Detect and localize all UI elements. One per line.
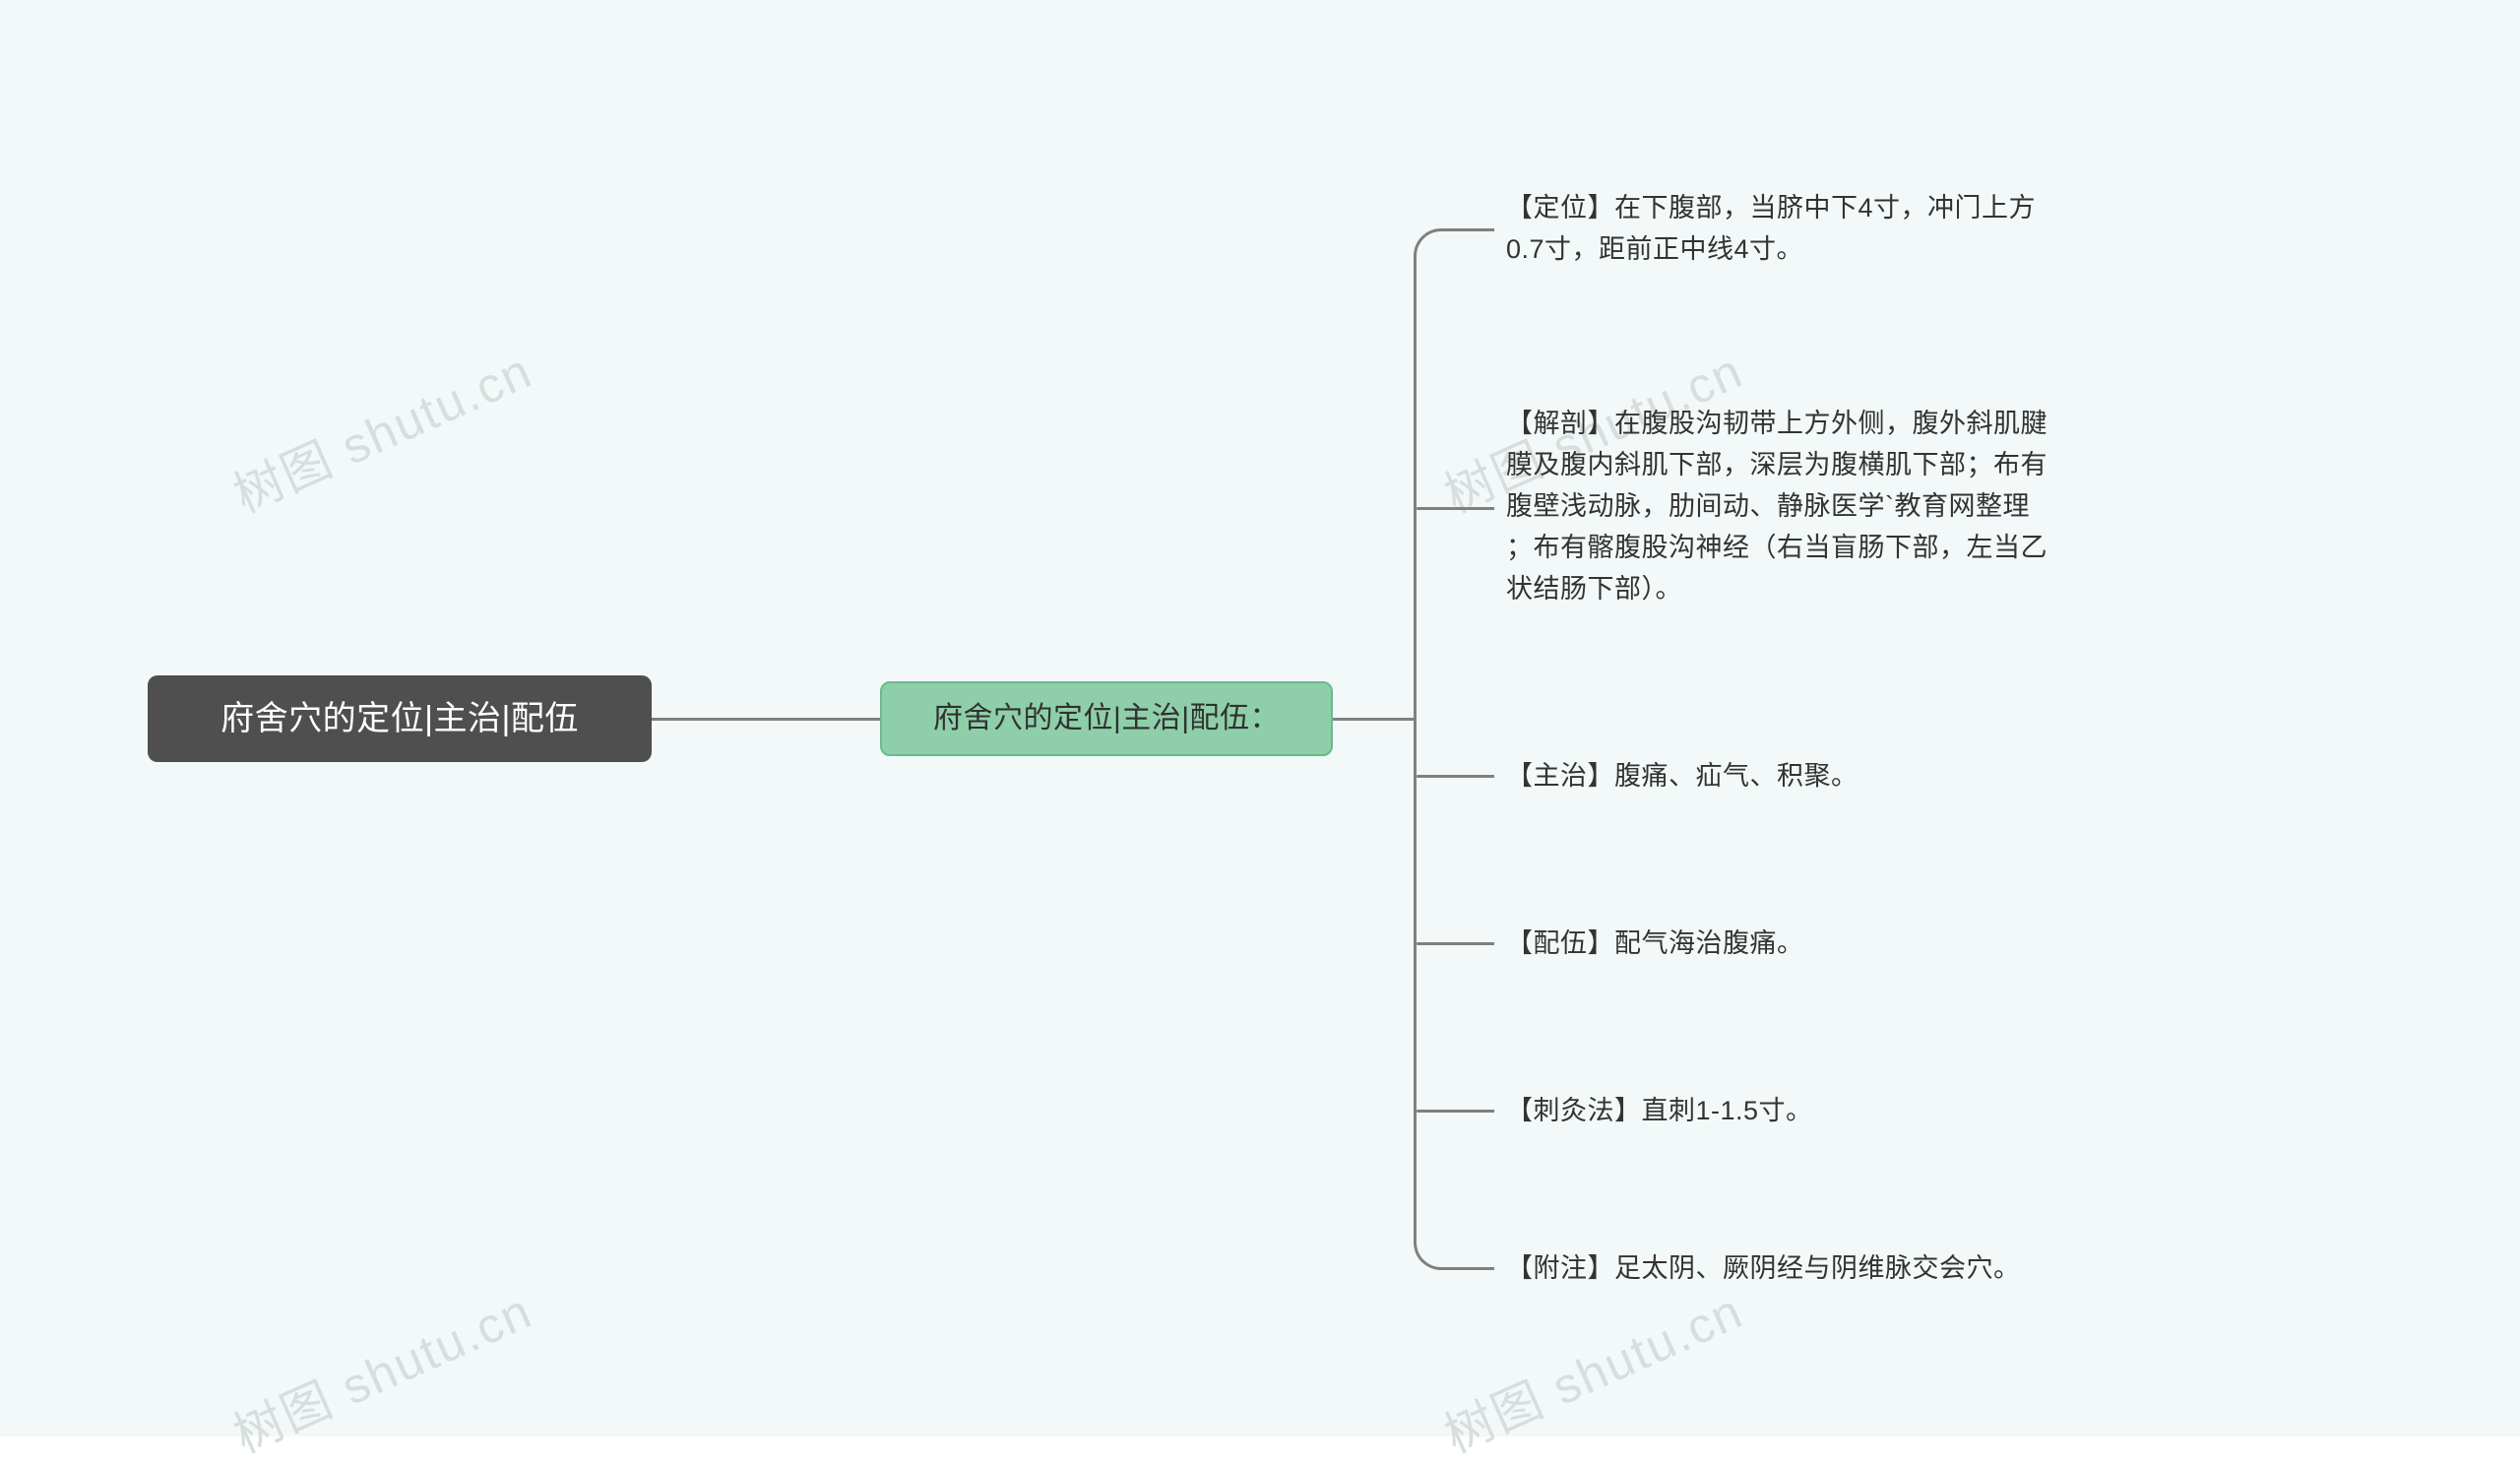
- leaf-node[interactable]: 【配伍】配气海治腹痛。: [1506, 924, 1851, 965]
- connector-leaf-stub: [1417, 1110, 1494, 1113]
- mindmap-canvas: 树图 shutu.cn树图 shutu.cn树图 shutu.cn树图 shut…: [0, 0, 2520, 1436]
- connector-bracket: [1414, 228, 1494, 1270]
- leaf-node[interactable]: 【刺灸法】直刺1-1.5寸。: [1506, 1091, 1860, 1132]
- leaf-node[interactable]: 【解剖】在腹股沟韧带上方外侧，腹外斜肌腱 膜及腹内斜肌下部，深层为腹横肌下部；布…: [1506, 399, 2146, 615]
- watermark: 树图 shutu.cn: [220, 332, 541, 527]
- connector-category-stub: [1333, 718, 1414, 721]
- connector-root-to-category: [652, 718, 880, 721]
- watermark: 树图 shutu.cn: [220, 1272, 541, 1467]
- connector-leaf-stub: [1417, 942, 1494, 945]
- connector-leaf-stub: [1417, 507, 1494, 510]
- category-node[interactable]: 府舍穴的定位|主治|配伍：: [880, 681, 1333, 756]
- root-node[interactable]: 府舍穴的定位|主治|配伍: [148, 675, 652, 762]
- leaf-node[interactable]: 【定位】在下腹部，当脐中下4寸，冲门上方 0.7寸，距前正中线4寸。: [1506, 187, 2131, 271]
- connector-leaf-stub: [1417, 775, 1494, 778]
- watermark: 树图 shutu.cn: [1431, 1272, 1752, 1467]
- leaf-node[interactable]: 【附注】足太阴、厥阴经与阴维脉交会穴。: [1506, 1248, 2077, 1290]
- leaf-node[interactable]: 【主治】腹痛、疝气、积聚。: [1506, 756, 1920, 797]
